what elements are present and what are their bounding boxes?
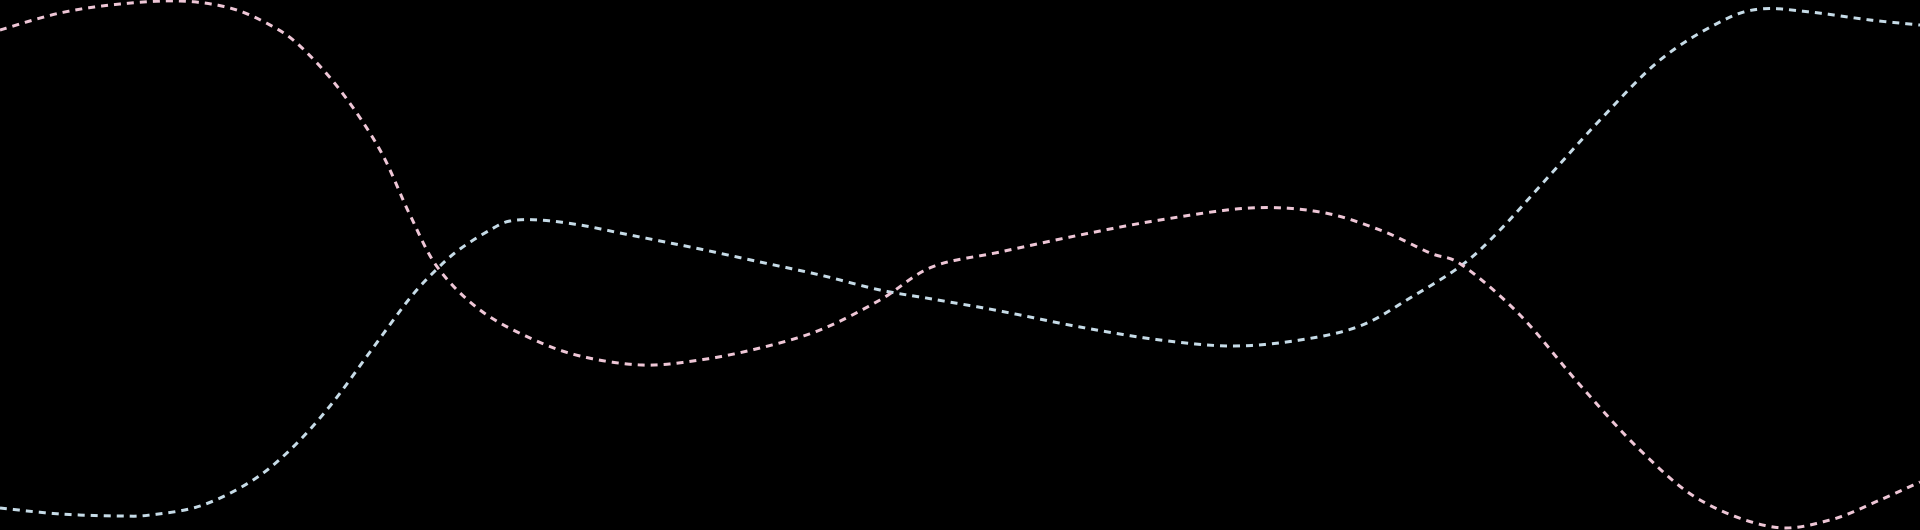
series-line-blue-wave: [0, 7, 1920, 518]
